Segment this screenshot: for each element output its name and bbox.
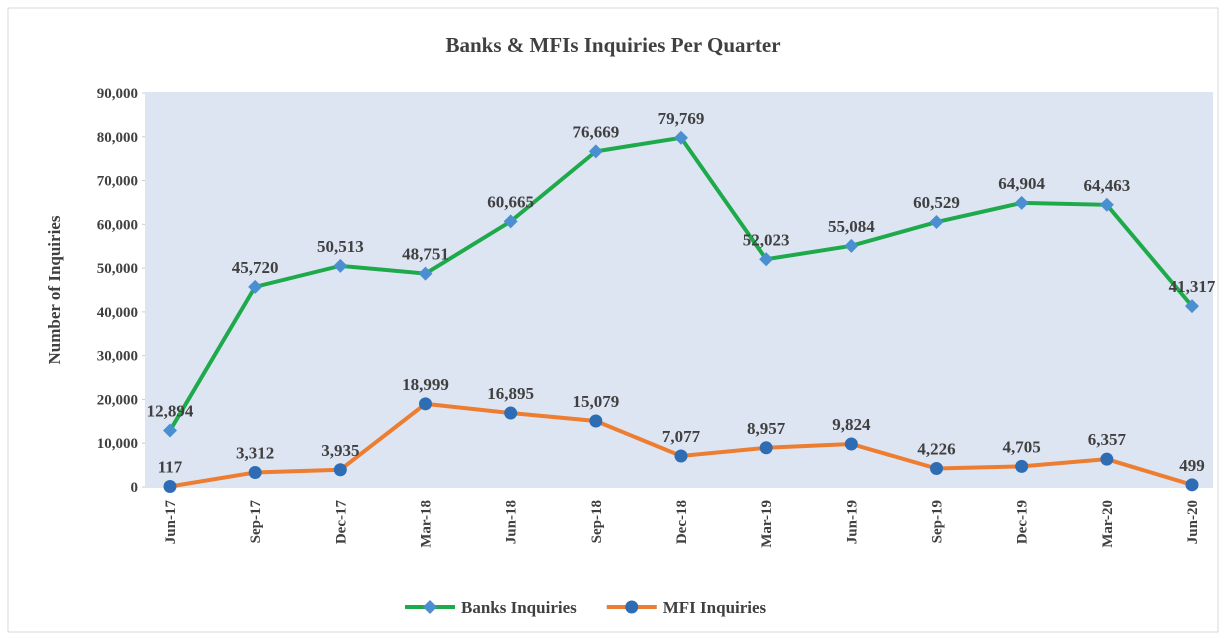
marker (588, 144, 603, 159)
legend-marker (625, 600, 639, 614)
marker (844, 238, 859, 253)
marker (333, 463, 347, 477)
marker (163, 423, 177, 438)
x-tick-label: Jun-20 (1185, 500, 1201, 544)
data-label: 64,904 (998, 174, 1045, 193)
y-tick-label: 50,000 (97, 261, 138, 277)
data-label: 16,895 (487, 384, 534, 403)
data-label: 45,720 (232, 258, 279, 277)
data-label: 499 (1179, 456, 1205, 475)
data-label: 55,084 (828, 217, 875, 236)
data-label: 3,935 (321, 441, 359, 460)
data-label: 3,312 (236, 444, 274, 463)
marker (1099, 197, 1114, 212)
data-label: 60,665 (487, 192, 534, 211)
data-label: 79,769 (658, 109, 705, 128)
marker (248, 466, 262, 480)
y-tick-label: 90,000 (97, 86, 138, 102)
data-label: 9,824 (832, 415, 871, 434)
data-label: 12,894 (147, 402, 194, 421)
marker (1100, 452, 1114, 466)
x-tick-label: Mar-20 (1100, 500, 1116, 548)
y-tick-label: 0 (131, 480, 139, 496)
marker (333, 258, 348, 273)
x-tick-label: Mar-18 (419, 500, 435, 548)
data-label: 64,463 (1083, 176, 1130, 195)
x-tick-label: Sep-19 (930, 500, 946, 543)
marker (503, 214, 518, 229)
data-label: 52,023 (743, 230, 790, 249)
data-label: 50,513 (317, 237, 364, 256)
data-label: 48,751 (402, 245, 449, 264)
marker (419, 397, 432, 411)
x-tick-label: Sep-18 (589, 500, 605, 543)
x-tick-label: Mar-19 (759, 500, 775, 548)
x-tick-label: Jun-19 (844, 500, 860, 544)
marker (1015, 459, 1029, 473)
data-label: 4,705 (1003, 437, 1041, 456)
y-tick-label: 60,000 (97, 217, 138, 233)
legend-label: Banks Inquiries (461, 598, 577, 617)
marker (844, 437, 858, 451)
legend-marker (423, 600, 437, 614)
y-tick-label: 40,000 (97, 305, 138, 321)
x-tick-label: Dec-18 (674, 500, 690, 544)
y-tick-label: 20,000 (97, 392, 138, 408)
y-tick-label: 70,000 (97, 174, 138, 190)
legend-label: MFI Inquiries (663, 598, 767, 617)
data-label: 15,079 (572, 392, 619, 411)
chart-title: Banks & MFIs Inquiries Per Quarter (445, 33, 780, 57)
x-tick-label: Jun-18 (504, 500, 520, 544)
x-tick-label: Sep-17 (248, 500, 264, 544)
y-tick-label: 10,000 (97, 436, 138, 452)
marker (248, 279, 263, 294)
marker (929, 215, 944, 230)
x-tick-label: Dec-17 (333, 500, 349, 545)
x-tick-label: Dec-19 (1015, 500, 1031, 544)
marker (1185, 478, 1199, 492)
data-label: 60,529 (913, 193, 960, 212)
marker (589, 414, 603, 428)
y-axis-label: Number of Inquiries (45, 215, 64, 364)
marker (674, 449, 688, 463)
data-label: 4,226 (917, 439, 955, 458)
x-tick-label: Jun-17 (163, 500, 179, 545)
marker (674, 130, 688, 145)
data-label: 8,957 (747, 419, 786, 438)
marker (1014, 195, 1029, 210)
marker (1185, 299, 1199, 314)
plot-area (145, 92, 1213, 488)
y-tick-label: 80,000 (97, 130, 138, 146)
marker (759, 441, 773, 455)
marker (759, 252, 774, 267)
marker (163, 479, 177, 493)
marker (930, 461, 943, 475)
y-tick-label: 30,000 (97, 349, 138, 365)
data-label: 18,999 (402, 375, 449, 394)
data-label: 76,669 (572, 122, 619, 141)
data-label: 117 (158, 457, 183, 476)
marker (418, 266, 433, 281)
data-label: 41,317 (1169, 277, 1216, 296)
data-label: 6,357 (1088, 430, 1127, 449)
data-label: 7,077 (662, 427, 701, 446)
marker (504, 406, 518, 420)
